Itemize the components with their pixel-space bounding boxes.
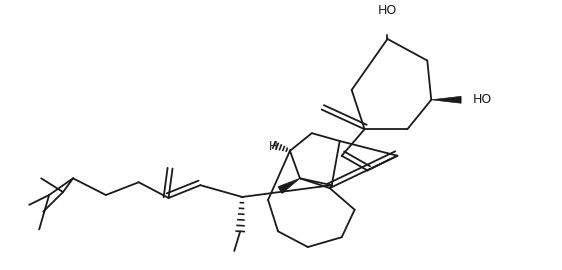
Text: HO: HO xyxy=(378,4,397,17)
Polygon shape xyxy=(278,178,300,194)
Polygon shape xyxy=(431,96,461,103)
Text: H: H xyxy=(269,140,278,153)
Text: HO: HO xyxy=(473,93,492,106)
